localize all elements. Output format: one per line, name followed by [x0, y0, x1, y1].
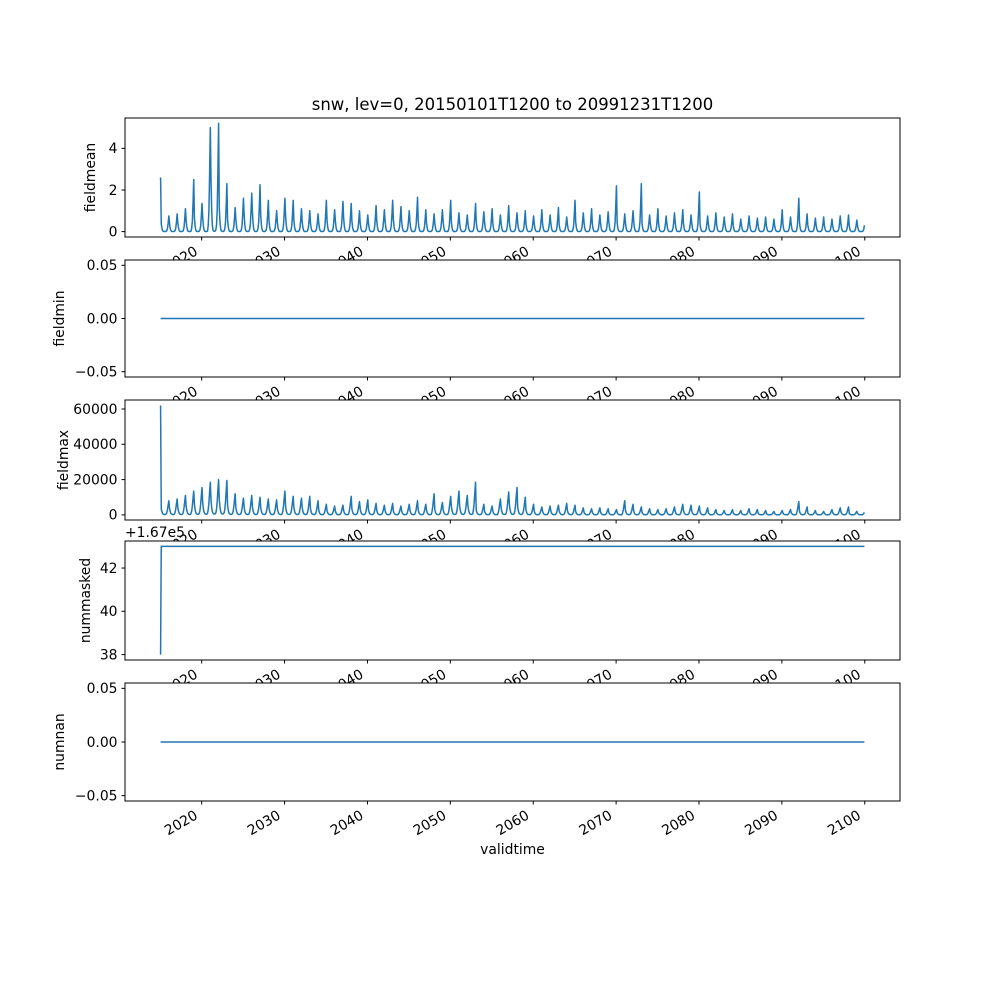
y-tick-label: 2	[109, 183, 118, 199]
x-tick-label: 2070	[576, 808, 615, 840]
x-tick-label: 2040	[328, 808, 367, 840]
figure-title: snw, lev=0, 20150101T1200 to 20991231T12…	[311, 95, 714, 114]
y-axis-label-fieldmin: fieldmin	[52, 290, 68, 346]
x-tick-label: 2020	[162, 808, 201, 840]
subplot-fieldmin: 2020 2030 2040 2050 2060 2070 2080 2090 2100−0.0…	[52, 258, 901, 415]
y-axis-label-fieldmean: fieldmean	[83, 143, 99, 212]
axes-background	[125, 118, 900, 237]
x-tick-label: 2080	[659, 808, 698, 840]
y-tick-label: 42	[100, 561, 118, 577]
y-tick-label: −0.05	[75, 364, 118, 380]
y-tick-label: 40	[100, 604, 118, 620]
x-tick-label: 2090	[742, 808, 781, 840]
y-tick-label: −0.05	[75, 788, 118, 804]
y-tick-label: 4	[109, 141, 118, 157]
x-tick-label: 2050	[411, 808, 450, 840]
y-axis-label-fieldmax: fieldmax	[56, 430, 72, 490]
y-axis-label-numnan: numnan	[52, 713, 68, 770]
y-tick-label: 38	[100, 647, 118, 663]
x-tick-label: 2060	[494, 808, 533, 840]
y-tick-label: 40000	[73, 437, 117, 453]
nummasked-line	[159, 545, 865, 655]
axes-background	[125, 541, 900, 660]
y-tick-label: 0	[109, 508, 118, 524]
y-tick-label: 0.00	[87, 311, 118, 327]
x-tick-label: 2030	[245, 808, 284, 840]
y-axis-label-nummasked: nummasked	[78, 558, 94, 643]
y-tick-label: 20000	[73, 472, 117, 488]
x-tick-label: 2100	[825, 808, 864, 840]
y-tick-label: 0.00	[87, 735, 118, 751]
y-tick-label: 0.05	[87, 681, 118, 697]
axes-frame	[124, 540, 901, 661]
y-tick-label: 0.05	[87, 258, 118, 274]
axes-frame	[124, 117, 901, 238]
subplot-numnan: 2020 2030 2040 2050 2060 2070 2080 2090 2100 −0.0…	[52, 681, 901, 840]
subplot-fieldmean: 2020 2030 2040 2050 2060 2070 2080 2090 2100024f…	[83, 117, 901, 275]
subplot-nummasked: 2020 2030 2040 2050 2060 2070 2080 2090 21003840…	[78, 525, 901, 698]
axes-frame	[124, 399, 901, 521]
offset-text: +1.67e5	[125, 525, 185, 541]
fieldmean-line	[159, 122, 866, 233]
axes-background	[125, 400, 900, 520]
fieldmax-line	[159, 405, 866, 516]
x-axis-label: validtime	[480, 842, 545, 858]
y-tick-label: 60000	[73, 402, 117, 418]
y-tick-label: 0	[109, 224, 118, 240]
